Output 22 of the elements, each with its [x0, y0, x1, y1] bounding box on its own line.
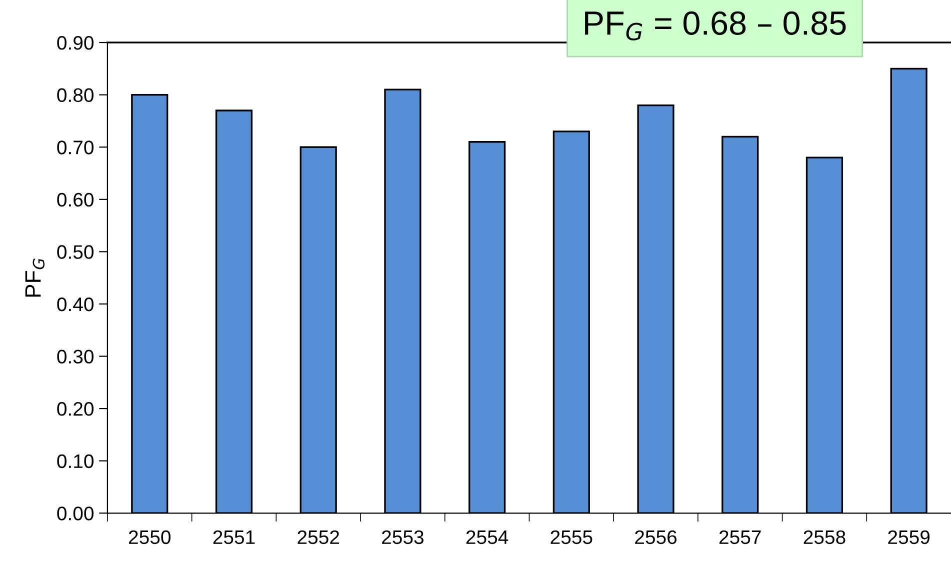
y-tick-label: 0.10 — [57, 454, 94, 468]
y-tick-label: 0.30 — [57, 350, 94, 364]
x-tick-label: 2557 — [719, 530, 761, 544]
y-tick-label: 0.40 — [57, 297, 94, 312]
x-tick-label: 2553 — [382, 530, 424, 544]
x-tick-label: 2556 — [635, 530, 677, 544]
x-tick-label: 2554 — [466, 530, 508, 544]
y-tick-label: 0.90 — [57, 36, 94, 50]
y-tick-label: 0.00 — [57, 506, 94, 520]
x-tick-label: 2559 — [888, 530, 930, 544]
y-tick-label: 0.70 — [57, 140, 94, 154]
y-tick-label: 0.60 — [57, 192, 94, 207]
text: PF$_{G}$ = 0.68 – 0.85 — [585, 11, 846, 40]
x-tick-label: 2558 — [804, 530, 846, 544]
y-tick-label: 0.20 — [57, 402, 94, 416]
x-tick-label: 2551 — [213, 530, 255, 544]
x-tick-label: 2555 — [550, 530, 592, 544]
y-tick-label: 0.80 — [57, 88, 94, 102]
x-tick-label: 2552 — [298, 530, 339, 544]
y-axis-title: PF$_{G}$ — [25, 258, 45, 297]
x-tick-label: 2550 — [128, 530, 171, 544]
y-tick-label: 0.50 — [57, 245, 94, 259]
